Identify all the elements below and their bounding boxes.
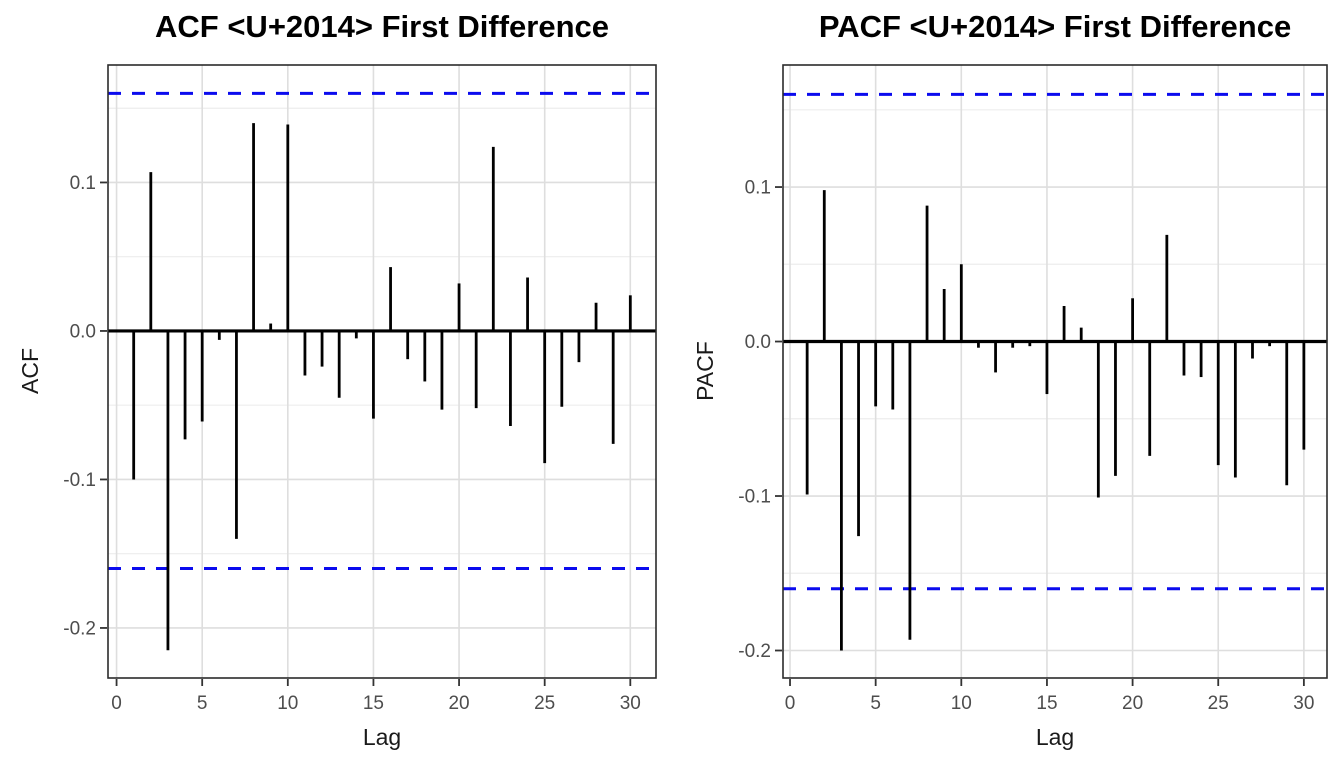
y-tick-label: -0.2 [63, 618, 96, 639]
x-tick-label: 30 [620, 693, 641, 714]
x-tick-label: 15 [363, 693, 384, 714]
x-tick-label: 10 [277, 693, 298, 714]
y-tick-label: 0.1 [745, 178, 771, 199]
acf-x-axis-title: Lag [362, 724, 402, 750]
x-tick-label: 20 [448, 693, 469, 714]
x-tick-label: 25 [534, 693, 555, 714]
x-tick-label: 15 [1036, 693, 1057, 714]
y-tick-label: 0.0 [745, 332, 771, 353]
acf-chart-title: ACF <U+2014> First Difference [155, 9, 609, 44]
x-tick-label: 0 [785, 693, 796, 714]
x-tick-label: 10 [951, 693, 972, 714]
x-tick-label: 5 [870, 693, 881, 714]
x-tick-label: 20 [1122, 693, 1143, 714]
panel-border [782, 64, 1328, 679]
pacf-figure: PACF <U+2014> First Difference PACF 0 5 10… [672, 0, 1344, 768]
acf-plot-canvas: 0 5 10 15 20 25 30 0.1 0.0 -0.1 -0.2 [63, 64, 657, 714]
x-tick-label: 30 [1293, 693, 1314, 714]
y-tick-label: -0.1 [63, 470, 96, 491]
y-tick-label: 0.1 [70, 173, 96, 194]
y-tick-label: -0.1 [738, 487, 771, 508]
pacf-plot-canvas: 0 5 10 15 20 25 30 0.1 0.0 -0.1 -0.2 [738, 64, 1328, 714]
x-tick-label: 5 [197, 693, 208, 714]
acf-figure: ACF <U+2014> First Difference ACF 0 5 10 15… [17, 10, 657, 750]
x-tick-label: 25 [1208, 693, 1229, 714]
panel-border [107, 64, 657, 679]
pacf-x-axis-title: Lag [1035, 724, 1075, 750]
panel-background [783, 65, 1327, 678]
y-tick-label: 0.0 [70, 321, 96, 342]
panel-background [108, 65, 656, 678]
pacf-chart-title: PACF <U+2014> First Difference [818, 9, 1292, 44]
y-tick-label: -0.2 [738, 641, 771, 662]
x-tick-label: 0 [111, 693, 122, 714]
